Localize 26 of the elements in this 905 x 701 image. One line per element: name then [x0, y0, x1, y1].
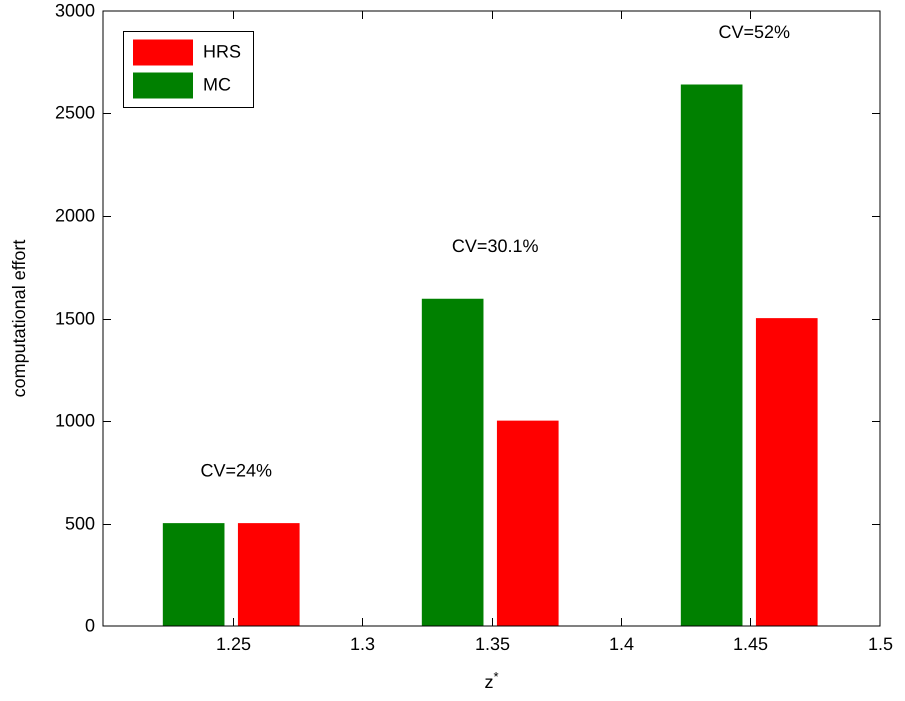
bar [422, 298, 484, 626]
x-axis-title: z* [484, 668, 499, 692]
y-tick-label: 2500 [54, 102, 95, 122]
y-tick-label: 0 [84, 615, 95, 636]
y-tick-label: 3000 [54, 0, 95, 20]
bar [496, 420, 559, 626]
legend-label: MC [203, 74, 231, 94]
legend-label: HRS [203, 41, 242, 62]
x-tick-label: 1.45 [732, 634, 768, 654]
y-tick-label: 1000 [54, 410, 95, 430]
x-tick-label: 1.3 [350, 634, 376, 654]
annotation: CV=52% [718, 22, 790, 42]
y-tick-label: 2000 [54, 205, 95, 226]
x-tick-label: 1.5 [868, 634, 894, 654]
y-tick-label: 500 [64, 513, 95, 534]
x-tick-label: 1.35 [474, 634, 510, 654]
bar [238, 523, 300, 626]
x-tick-label: 1.25 [216, 634, 252, 654]
bar [680, 84, 742, 626]
x-tick-label: 1.4 [608, 634, 634, 654]
y-tick-label: 1500 [54, 308, 95, 328]
bar [756, 318, 818, 626]
y-axis-title: computational effort [9, 240, 29, 398]
bar [162, 523, 224, 626]
annotation: CV=24% [200, 460, 272, 480]
annotation: CV=30.1% [452, 236, 538, 256]
